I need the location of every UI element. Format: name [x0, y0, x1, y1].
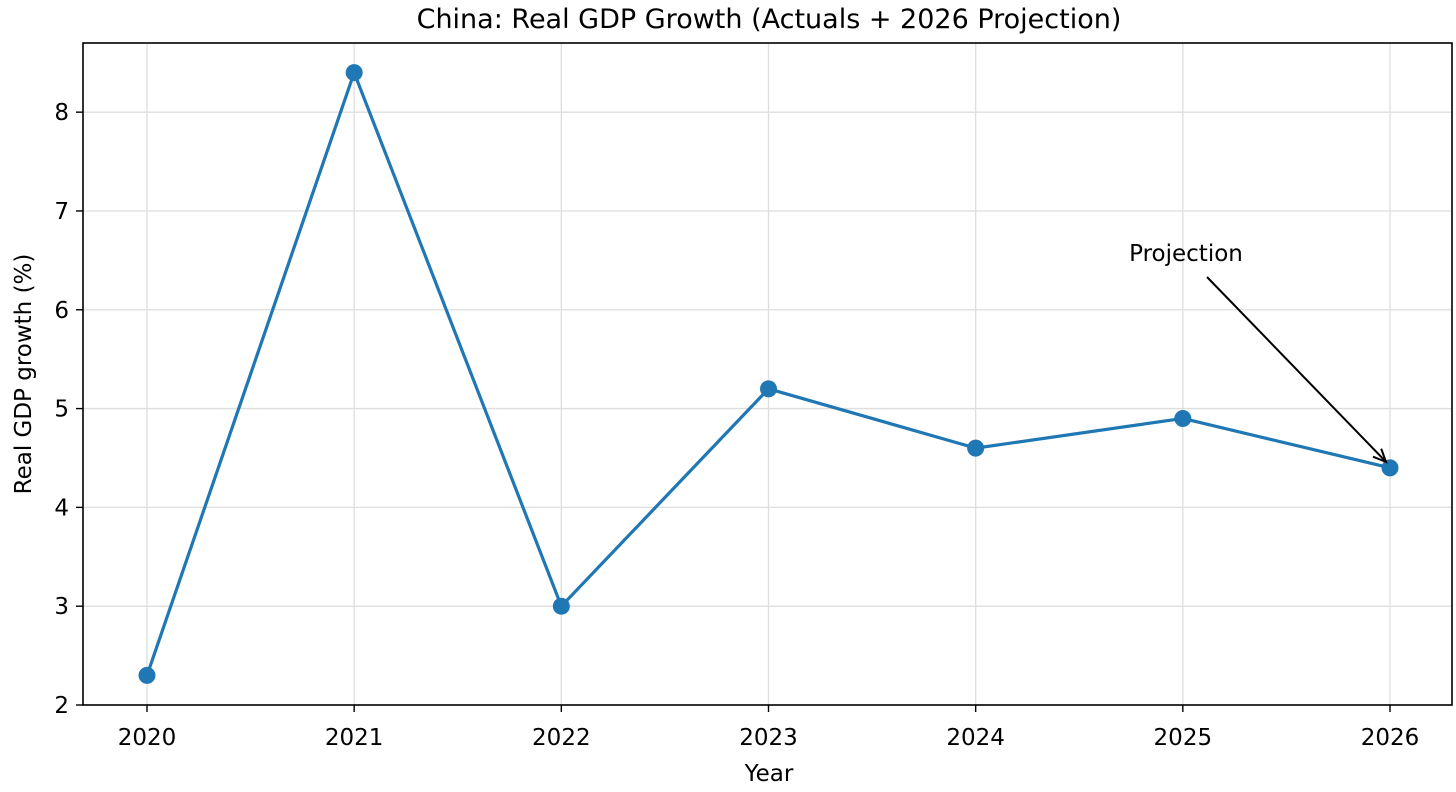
grid-lines: [83, 43, 1452, 706]
projection-annotation: Projection: [1129, 241, 1388, 464]
data-point-2024: [967, 439, 985, 457]
y-tick-label: 8: [54, 100, 69, 126]
x-axis-ticks: 2020 2021 2022 2023 2024 2025 2026: [118, 705, 1420, 751]
annotation-arrow: [1206, 276, 1387, 463]
y-tick-label: 2: [54, 693, 69, 719]
annotation-arrowhead: [1372, 448, 1388, 464]
y-tick-label: 3: [54, 594, 69, 620]
x-tick-label: 2024: [946, 725, 1005, 751]
data-point-2022: [552, 597, 570, 615]
x-axis-label: Year: [744, 761, 794, 787]
data-point-2021: [345, 64, 363, 82]
data-point-2026: [1381, 459, 1399, 477]
plot-area-frame: [82, 42, 1453, 706]
data-point-2025: [1174, 409, 1192, 427]
annotation-label: Projection: [1129, 241, 1243, 267]
x-tick-label: 2025: [1154, 725, 1213, 751]
y-axis-label: Real GDP growth (%): [11, 254, 37, 495]
y-tick-label: 6: [54, 298, 69, 324]
x-tick-label: 2020: [118, 725, 177, 751]
x-tick-label: 2021: [325, 725, 384, 751]
y-tick-label: 7: [54, 199, 69, 225]
y-tick-label: 4: [54, 495, 69, 521]
data-point-2023: [760, 380, 777, 398]
x-tick-label: 2023: [739, 725, 798, 751]
y-axis-ticks: 2 3 4 5 6 7 8: [54, 100, 83, 719]
chart-title: China: Real GDP Growth (Actuals + 2026 P…: [417, 4, 1122, 35]
y-tick-label: 5: [54, 397, 69, 423]
data-series: [138, 64, 1399, 684]
x-tick-label: 2022: [532, 725, 591, 751]
x-tick-label: 2026: [1361, 725, 1420, 751]
data-point-2020: [138, 666, 156, 684]
